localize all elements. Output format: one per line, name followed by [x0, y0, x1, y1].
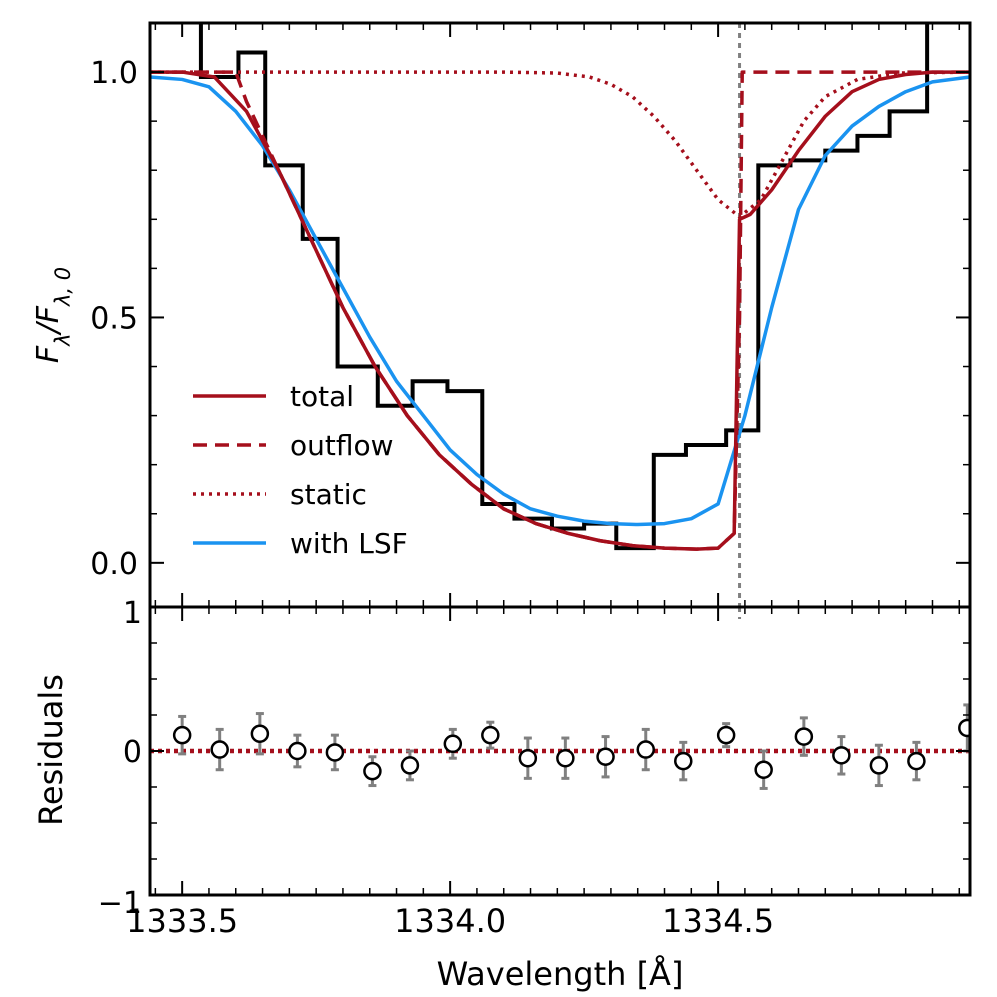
residual-point — [481, 725, 500, 745]
residual-point — [794, 727, 814, 746]
residual-point — [210, 740, 229, 759]
residual-point — [518, 748, 538, 768]
ylabel-sub2: λ, 0 — [51, 267, 75, 307]
legend: total outflow static with LSF — [193, 380, 408, 560]
residual-point — [596, 747, 615, 767]
residual-point — [443, 734, 463, 754]
bottom-panel-frame — [148, 605, 972, 897]
x-tick-label: 1334.5 — [662, 902, 774, 940]
bottom-y-tick-label: 1 — [123, 596, 142, 631]
top-panel-frame — [148, 21, 972, 609]
ylabel-sub1: λ — [51, 333, 75, 346]
legend-label-static: static — [290, 478, 367, 511]
x-tick-label: 1334.0 — [394, 902, 506, 940]
residual-point — [754, 760, 773, 779]
residual-point — [288, 741, 307, 761]
top-axis-ticks — [150, 23, 970, 607]
series-data-step — [198, 23, 930, 551]
top-panel: 0.0 0.5 1.0 Fλ/Fλ, 0 total outflow static wit… — [31, 21, 972, 609]
top-y-axis-label: Fλ/Fλ, 0 — [31, 267, 75, 363]
bottom-y-tick-label: −1 — [98, 886, 142, 921]
series-with-lsf — [150, 75, 970, 527]
residual-point — [556, 748, 575, 768]
top-y-tick-label: 0.5 — [90, 301, 138, 336]
bottom-y-tick-label: 0 — [123, 735, 142, 770]
residual-point — [907, 751, 926, 771]
top-y-tick-label: 0.0 — [90, 547, 138, 582]
series-total — [150, 70, 970, 551]
series-static — [150, 70, 970, 219]
bottom-panel: −1 0 1 1333.5 1334.0 1334.5 Residuals Wavele… — [32, 596, 972, 993]
series-outflow — [150, 70, 970, 551]
legend-label-total: total — [290, 380, 354, 413]
residual-point — [363, 761, 382, 781]
top-y-tick-labels: 0.0 0.5 1.0 — [90, 56, 138, 582]
residual-point — [958, 718, 970, 738]
residual-point — [674, 751, 693, 771]
bottom-plot-area — [150, 607, 970, 790]
residual-point — [832, 746, 851, 765]
residual-point — [172, 725, 192, 745]
residual-point — [250, 724, 270, 743]
x-axis-label: Wavelength [Å] — [437, 955, 684, 993]
legend-label-with-lsf: with LSF — [290, 527, 408, 560]
residual-point — [636, 740, 656, 759]
residual-point — [400, 756, 420, 775]
x-tick-label: 1333.5 — [126, 902, 238, 940]
residual-point — [716, 725, 736, 745]
x-tick-labels: 1333.5 1334.0 1334.5 — [126, 902, 774, 940]
ylabel-mid: /F — [31, 305, 66, 336]
top-plot-area — [150, 23, 970, 607]
residual-point — [869, 756, 889, 775]
bottom-y-tick-labels: −1 0 1 — [98, 596, 142, 921]
legend-label-outflow: outflow — [290, 429, 394, 462]
top-y-tick-label: 1.0 — [90, 56, 138, 91]
ylabel-main: F — [31, 345, 66, 363]
residual-point — [325, 743, 345, 762]
bottom-y-axis-label: Residuals — [32, 674, 70, 826]
